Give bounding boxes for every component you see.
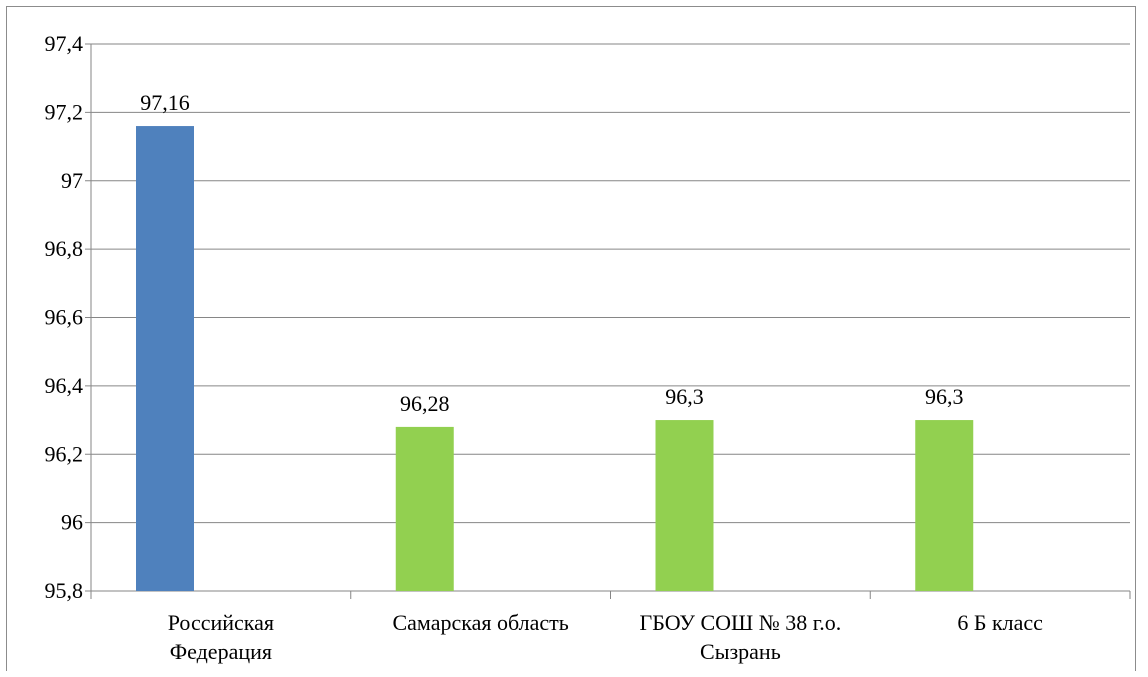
y-tick-label: 96 <box>61 510 83 535</box>
data-label: 96,3 <box>665 384 704 409</box>
category-label: Самарская область <box>392 610 568 635</box>
category-label-line: Сызрань <box>700 639 781 664</box>
category-label: 6 Б класс <box>957 610 1043 635</box>
bar <box>915 420 974 591</box>
y-tick-label: 97 <box>61 168 83 193</box>
data-label: 97,16 <box>140 90 190 115</box>
y-tick-label: 96,4 <box>45 373 84 398</box>
y-tick-label: 97,4 <box>45 31 84 56</box>
category-label-line: Федерация <box>170 639 272 664</box>
category-label-line: Самарская область <box>392 610 568 635</box>
category-label-line: ГБОУ СОШ № 38 г.о. <box>640 610 842 635</box>
data-label: 96,28 <box>400 391 450 416</box>
category-label: ГБОУ СОШ № 38 г.о. Сызрань <box>640 610 842 664</box>
category-label-line: 6 Б класс <box>957 610 1043 635</box>
chart-frame <box>6 6 1136 671</box>
bar <box>655 420 714 591</box>
bar <box>395 426 454 591</box>
y-tick-label: 95,8 <box>45 578 84 603</box>
y-tick-label: 97,2 <box>45 99 84 124</box>
data-label: 96,3 <box>925 384 964 409</box>
y-tick-label: 96,2 <box>45 441 84 466</box>
category-label-line: Российская <box>168 610 274 635</box>
bar <box>136 126 194 592</box>
y-tick-label: 96,8 <box>45 236 84 261</box>
y-tick-label: 96,6 <box>45 305 84 330</box>
category-label: Российская Федерация <box>168 610 274 664</box>
